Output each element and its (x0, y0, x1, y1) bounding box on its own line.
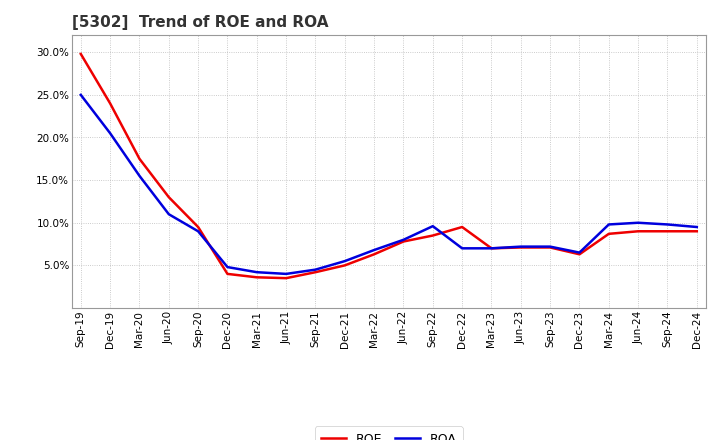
ROE (341, 263, 349, 268)
ROE (458, 224, 467, 230)
ROE (253, 275, 261, 280)
ROE (282, 275, 290, 281)
ROE (311, 270, 320, 275)
ROE (370, 252, 379, 257)
ROA (516, 244, 525, 249)
ROE (194, 224, 202, 230)
ROE (605, 231, 613, 236)
ROA (311, 267, 320, 272)
ROE (575, 252, 584, 257)
ROE (693, 229, 701, 234)
ROA (76, 92, 85, 98)
ROA (106, 131, 114, 136)
ROE (546, 245, 554, 250)
ROE (634, 229, 642, 234)
Text: [5302]  Trend of ROE and ROA: [5302] Trend of ROE and ROA (72, 15, 328, 30)
ROA (428, 224, 437, 229)
ROA (575, 250, 584, 255)
ROA (341, 258, 349, 264)
ROE (487, 246, 496, 251)
ROA (370, 247, 379, 253)
ROA (634, 220, 642, 225)
ROA (693, 224, 701, 230)
ROA (282, 271, 290, 276)
ROE (663, 229, 672, 234)
ROA (487, 246, 496, 251)
ROA (223, 264, 232, 270)
ROA (605, 222, 613, 227)
Legend: ROE, ROA: ROE, ROA (315, 426, 463, 440)
ROA (458, 246, 467, 251)
ROA (399, 237, 408, 242)
ROE (516, 245, 525, 250)
ROA (135, 173, 144, 179)
ROE (428, 233, 437, 238)
ROA (253, 270, 261, 275)
ROE (164, 194, 173, 200)
ROE (106, 101, 114, 106)
Line: ROE: ROE (81, 54, 697, 278)
ROA (546, 244, 554, 249)
Line: ROA: ROA (81, 95, 697, 274)
ROE (223, 271, 232, 276)
ROA (663, 222, 672, 227)
ROA (194, 229, 202, 234)
ROA (164, 212, 173, 217)
ROE (399, 239, 408, 244)
ROE (76, 51, 85, 57)
ROE (135, 156, 144, 161)
